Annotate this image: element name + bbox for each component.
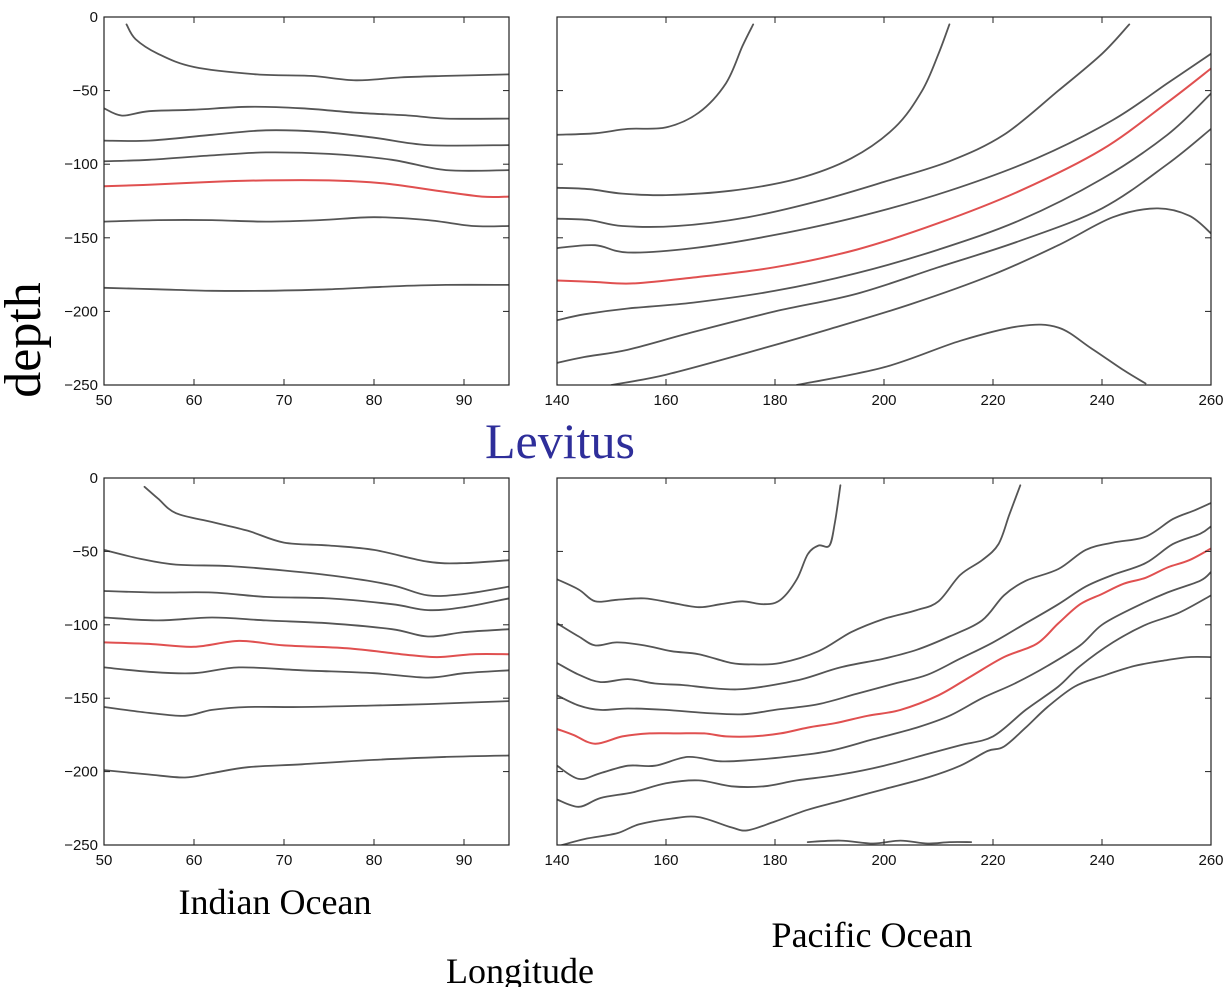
contour-line-8 (104, 756, 509, 778)
x-tick-label: 160 (653, 392, 678, 409)
x-tick-label: 70 (276, 392, 293, 409)
x-tick-label: 220 (980, 392, 1005, 409)
x-tick-label: 140 (544, 852, 569, 869)
x-tick-label: 90 (456, 392, 473, 409)
x-tick-label: 220 (980, 852, 1005, 869)
y-axis-label: depth (0, 282, 52, 398)
panel-bottom-left: 50 60 70 80 90 0 −50 −100 −150 −200 −250 (64, 470, 509, 869)
contour-line-1 (145, 487, 510, 564)
x-tick-label: 180 (762, 392, 787, 409)
contour-line-1 (557, 24, 753, 134)
contour-line-4 (557, 54, 1211, 253)
x-tick-label: 80 (366, 852, 383, 869)
x-axis-label: Longitude (446, 951, 594, 987)
axes-frame (104, 478, 509, 845)
panel-top-right: 140 160 180 200 220 240 260 (544, 17, 1223, 409)
y-tick-label: −200 (64, 764, 98, 781)
y-tick-label: 0 (90, 9, 98, 26)
contour-line-6 (104, 217, 509, 226)
x-tick-label: 60 (186, 392, 203, 409)
y-tick-label: −100 (64, 156, 98, 173)
x-tick-label: 90 (456, 852, 473, 869)
x-tick-label: 60 (186, 852, 203, 869)
contour-line-6 (557, 572, 1211, 779)
panel-bottom-right: 140 160 180 200 220 240 260 (544, 478, 1223, 869)
panel-top-left: 50 60 70 80 90 0 −50 −100 −150 −200 −250 (64, 9, 509, 409)
x-tick-label: 140 (544, 392, 569, 409)
x-tick-label: 260 (1198, 852, 1223, 869)
y-tick-label: −50 (73, 543, 98, 560)
highlight-contour (104, 180, 509, 197)
y-tick-label: −100 (64, 617, 98, 634)
contour-lines (104, 487, 509, 778)
x-tick-label: 160 (653, 852, 678, 869)
contour-panels: 50 60 70 80 90 0 −50 −100 −150 −200 −250 140 160 180 2… (64, 9, 1223, 869)
y-tick-label: −150 (64, 690, 98, 707)
contour-line-3 (557, 503, 1211, 689)
x-tick-label: 200 (871, 852, 896, 869)
axes-frame (557, 17, 1211, 385)
y-tick-label: −250 (64, 837, 98, 854)
x-tick-label: 240 (1089, 852, 1114, 869)
contour-line-7 (557, 129, 1211, 363)
contour-lines (557, 485, 1211, 846)
pacific-ocean-label: Pacific Ocean (772, 915, 973, 955)
contour-lines (104, 24, 509, 291)
x-tick-label: 240 (1089, 392, 1114, 409)
y-tick-label: −250 (64, 377, 98, 394)
highlight-contour (557, 549, 1211, 744)
contour-line-9 (797, 325, 1146, 385)
contour-line-6 (104, 667, 509, 677)
x-tick-label: 260 (1198, 392, 1223, 409)
contour-line-2 (104, 107, 509, 119)
x-tick-label: 70 (276, 852, 293, 869)
contour-line-3 (104, 591, 509, 610)
contour-lines (557, 24, 1211, 385)
highlight-contour (104, 641, 509, 657)
axes-frame (104, 17, 509, 385)
x-tick-label: 180 (762, 852, 787, 869)
contour-line-4 (557, 526, 1211, 714)
contour-line-4 (104, 618, 509, 637)
x-tick-label: 200 (871, 392, 896, 409)
contour-line-7 (104, 285, 509, 291)
contour-line-2 (104, 550, 509, 596)
x-tick-label: 50 (96, 392, 113, 409)
indian-ocean-label: Indian Ocean (179, 882, 372, 922)
center-title: Levitus (485, 413, 635, 469)
x-tick-label: 80 (366, 392, 383, 409)
contour-line-7 (557, 595, 1211, 806)
y-tick-label: 0 (90, 470, 98, 487)
y-tick-label: −50 (73, 83, 98, 100)
contour-line-1 (557, 485, 840, 607)
contour-line-8 (557, 657, 1211, 847)
contour-line-9 (808, 841, 972, 844)
contour-line-3 (557, 24, 1129, 227)
y-tick-label: −200 (64, 303, 98, 320)
contour-line-1 (127, 24, 510, 80)
contour-line-3 (104, 130, 509, 145)
x-tick-label: 50 (96, 852, 113, 869)
y-tick-label: −150 (64, 230, 98, 247)
contour-line-4 (104, 152, 509, 170)
contour-line-2 (557, 24, 949, 195)
contour-line-7 (104, 701, 509, 716)
contour-line-2 (557, 485, 1020, 664)
